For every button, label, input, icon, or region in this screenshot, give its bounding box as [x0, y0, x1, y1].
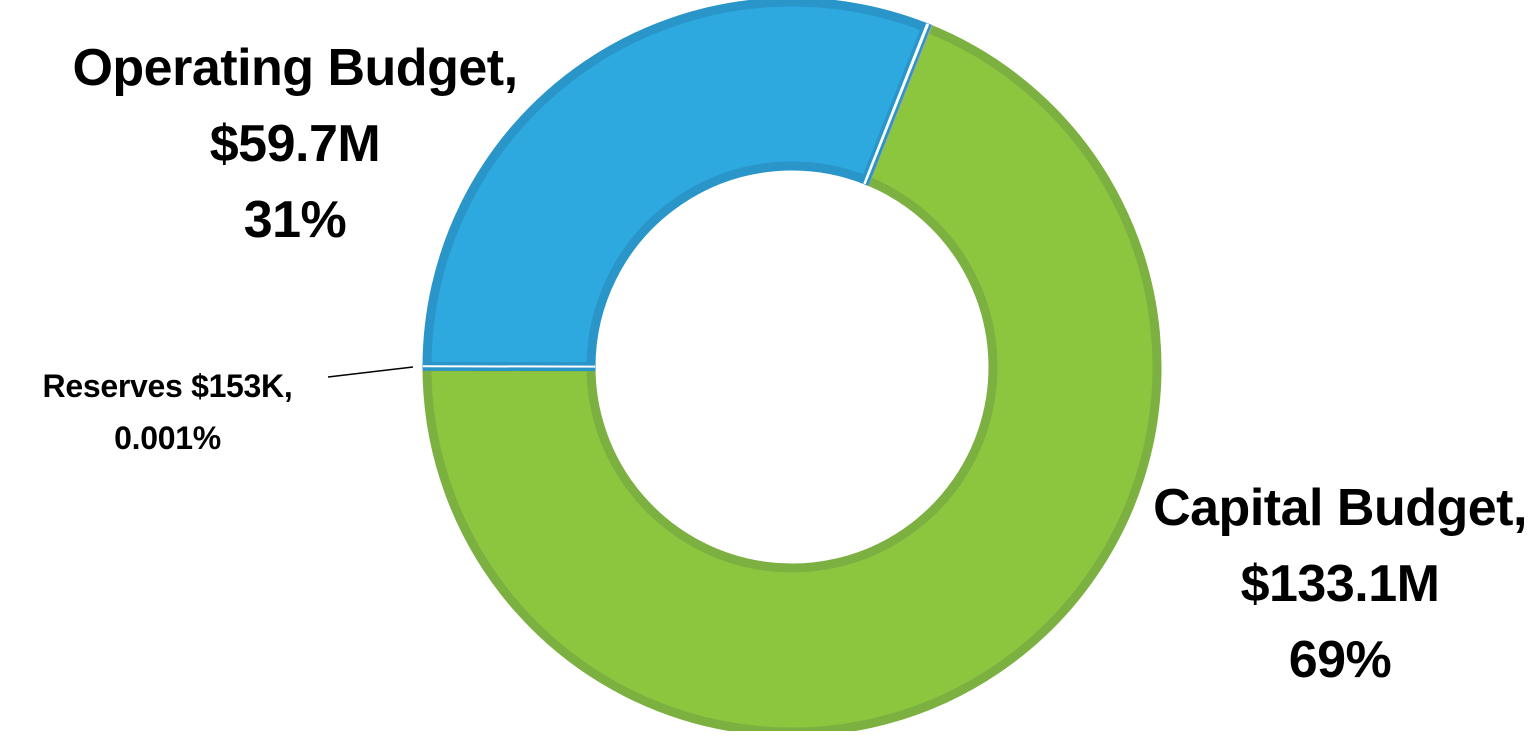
reserves-data-label: Reserves $153K, 0.001% [0, 360, 335, 464]
capital-budget-data-label: Capital Budget, $133.1M 69% [1130, 470, 1540, 698]
reserves-leader-line [328, 367, 413, 377]
operating-budget-label-amount: $59.7M [40, 106, 550, 182]
capital-budget-label-name: Capital Budget, [1130, 470, 1540, 546]
operating-budget-label-name: Operating Budget, [40, 30, 550, 106]
operating-budget-label-percent: 31% [40, 182, 550, 258]
reserves-label-percent: 0.001% [0, 412, 335, 464]
reserves-label-name: Reserves $153K, [0, 360, 335, 412]
capital-budget-label-percent: 69% [1130, 622, 1540, 698]
operating-budget-data-label: Operating Budget, $59.7M 31% [40, 30, 550, 258]
capital-budget-label-amount: $133.1M [1130, 546, 1540, 622]
